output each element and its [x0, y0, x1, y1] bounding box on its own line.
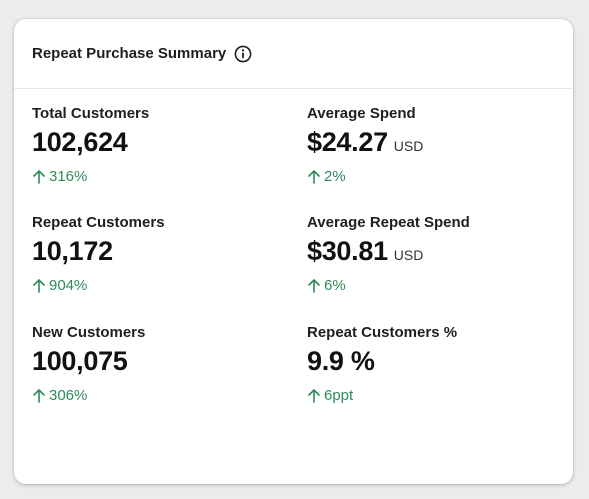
metric-change: 6% — [307, 277, 346, 294]
metric-average-repeat-spend: Average Repeat Spend $30.81 USD 6% — [307, 214, 557, 314]
metric-label: Total Customers — [32, 105, 150, 122]
arrow-up-icon — [32, 388, 46, 404]
metric-new-customers: New Customers 100,075 306% — [32, 324, 282, 424]
metric-label: Repeat Customers % — [307, 324, 458, 341]
metric-average-spend: Average Spend $24.27 USD 2% — [307, 105, 557, 205]
metric-value: $30.81 — [307, 236, 388, 266]
metric-value: 9.9 % — [307, 346, 375, 376]
card-header: Repeat Purchase Summary — [14, 19, 573, 89]
metric-value-row: 9.9 % — [307, 346, 375, 377]
card-title: Repeat Purchase Summary — [32, 45, 227, 62]
metric-change-value: 904% — [49, 277, 88, 294]
metric-value-row: $30.81 USD — [307, 236, 423, 267]
metric-value-row: $24.27 USD — [307, 127, 423, 158]
arrow-up-icon — [32, 169, 46, 185]
metric-change-value: 2% — [324, 168, 346, 185]
metric-value-row: 10,172 — [32, 236, 113, 267]
metric-label: New Customers — [32, 324, 146, 341]
metric-value: 10,172 — [32, 236, 113, 266]
metric-change-value: 306% — [49, 387, 88, 404]
metric-change: 2% — [307, 168, 346, 185]
metric-value-row: 100,075 — [32, 346, 128, 377]
metric-unit: USD — [393, 138, 424, 154]
metric-label: Repeat Customers — [32, 214, 165, 231]
metric-unit: USD — [393, 247, 424, 263]
metric-value: 102,624 — [32, 127, 128, 157]
metric-value: $24.27 — [307, 127, 388, 157]
arrow-up-icon — [307, 169, 321, 185]
metric-change: 316% — [32, 168, 87, 185]
metric-change-value: 6% — [324, 277, 346, 294]
repeat-purchase-summary-card: Repeat Purchase Summary Total Customers … — [14, 19, 573, 484]
metric-repeat-customers-percent: Repeat Customers % 9.9 % 6ppt — [307, 324, 557, 424]
metric-change: 6ppt — [307, 387, 353, 404]
metric-value-row: 102,624 — [32, 127, 128, 158]
info-icon[interactable] — [234, 45, 252, 63]
metric-label: Average Repeat Spend — [307, 214, 470, 231]
arrow-up-icon — [307, 278, 321, 294]
metric-value: 100,075 — [32, 346, 128, 376]
arrow-up-icon — [307, 388, 321, 404]
arrow-up-icon — [32, 278, 46, 294]
metric-label: Average Spend — [307, 105, 416, 122]
metric-change-value: 316% — [49, 168, 88, 185]
metric-change: 306% — [32, 387, 87, 404]
metric-total-customers: Total Customers 102,624 316% — [32, 105, 282, 205]
metric-repeat-customers: Repeat Customers 10,172 904% — [32, 214, 282, 314]
metric-change-value: 6ppt — [324, 387, 354, 404]
metric-change: 904% — [32, 277, 87, 294]
